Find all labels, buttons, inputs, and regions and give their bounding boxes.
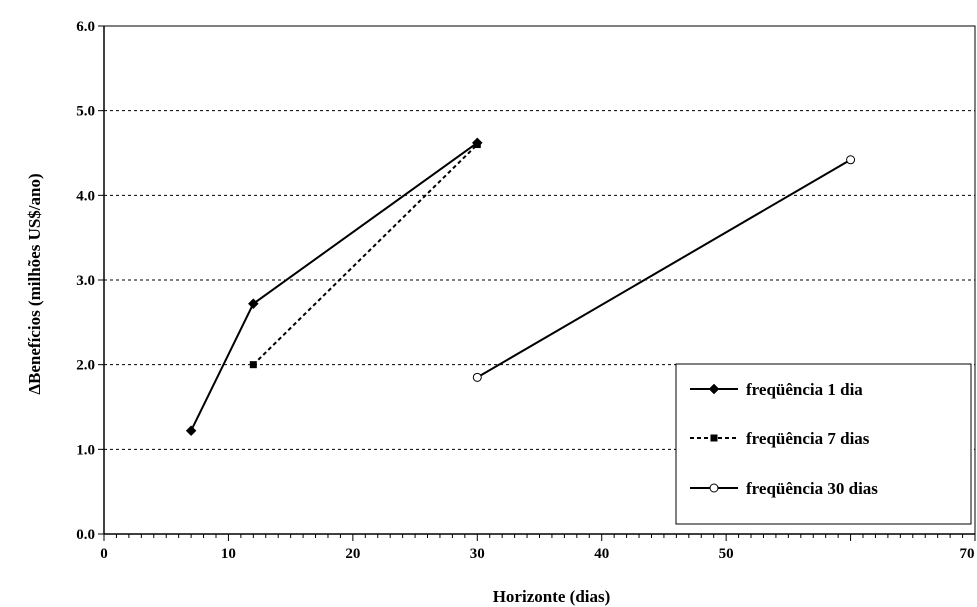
tick-labels: 0.0 1.0 2.0 3.0 4.0 5.0 6.0 0 10 20 30 40 50 70 [76, 19, 974, 562]
legend-label: freqüência 7 dias [746, 429, 870, 448]
legend-swatch-marker [709, 483, 719, 493]
x-tick-label: 20 [345, 546, 360, 562]
axes [98, 25, 976, 541]
legend-label: freqüência 30 dias [746, 479, 878, 498]
series-3-point [846, 155, 856, 165]
x-tick-label: 10 [221, 546, 236, 562]
series-1-point [185, 425, 197, 437]
legend-item-3: freqüência 30 dias [690, 479, 878, 498]
y-tick-label: 1.0 [76, 442, 95, 458]
x-tick-label: 30 [470, 546, 485, 562]
y-tick-label: 4.0 [76, 188, 95, 204]
legend-box [675, 363, 972, 525]
legend-items: freqüência 1 dia freqüência 7 dias freqüên… [690, 380, 878, 498]
series-group [185, 137, 856, 437]
y-tick-label: 3.0 [76, 273, 95, 289]
y-tick-label: 6.0 [76, 19, 95, 35]
x-axis-title: Horizonte (dias) [493, 587, 611, 606]
series-3-line [476, 158, 852, 379]
y-axis-title: ΔBenefícios (milhões US$/ano) [25, 173, 44, 394]
series-1-point [247, 298, 259, 310]
legend-item-1: freqüência 1 dia [690, 380, 863, 399]
series-2-point [249, 361, 257, 369]
series-2-line [252, 143, 478, 366]
series-2 [249, 141, 481, 369]
series-3 [472, 155, 856, 382]
y-tick-label: 0.0 [76, 527, 95, 543]
legend-label: freqüência 1 dia [746, 380, 863, 399]
x-tick-label: 50 [719, 546, 734, 562]
legend: freqüência 1 dia freqüência 7 dias freqüên… [675, 363, 972, 525]
x-tick-label: 0 [100, 546, 108, 562]
x-tick-label: 70 [960, 546, 975, 562]
y-tick-label: 2.0 [76, 358, 95, 374]
series-2-point [473, 141, 481, 149]
legend-item-2: freqüência 7 dias [690, 429, 870, 448]
x-tick-label: 40 [594, 546, 609, 562]
legend-swatch-marker [708, 383, 720, 395]
y-tick-label: 5.0 [76, 104, 95, 120]
series-3-point [472, 372, 482, 382]
legend-swatch-marker [710, 434, 718, 442]
